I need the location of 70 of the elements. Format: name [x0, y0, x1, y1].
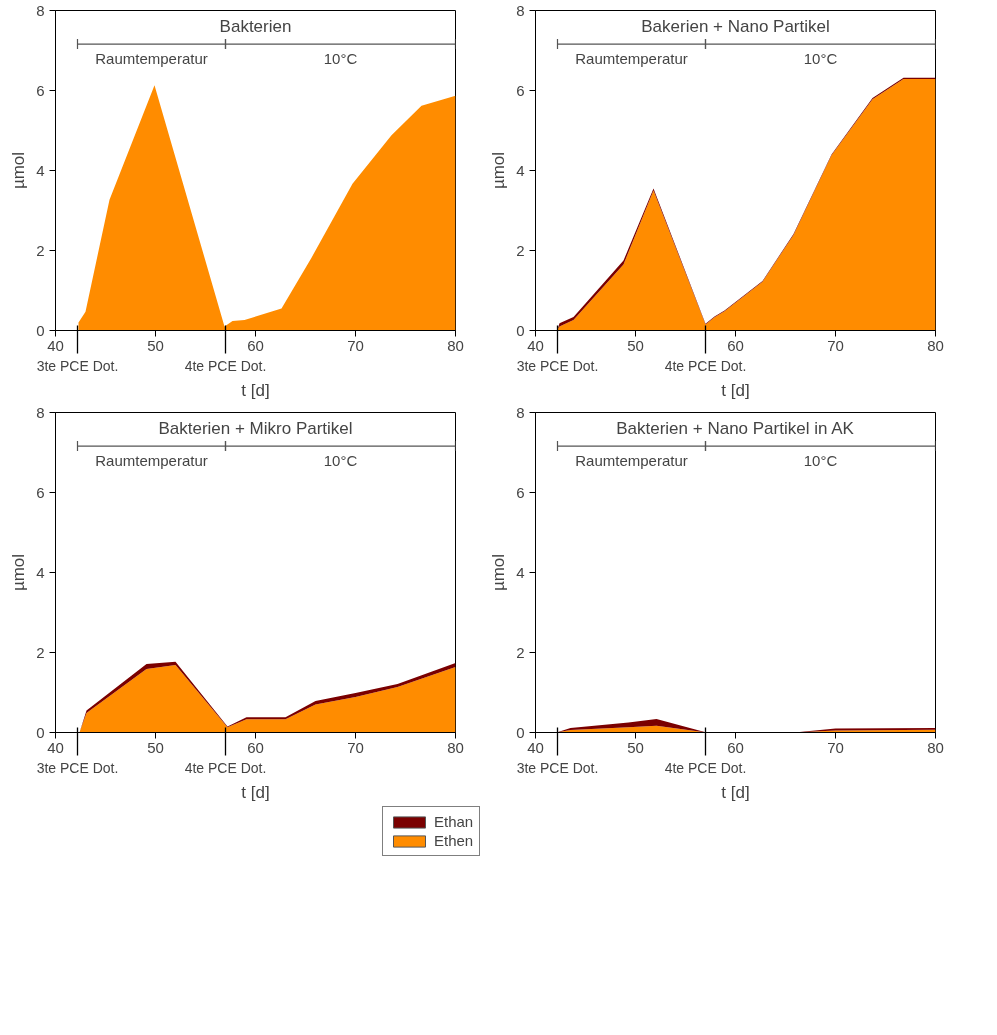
y-tick-label: 4 — [516, 563, 525, 581]
x-tick-label: 70 — [347, 738, 364, 756]
ref-line-label: 4te PCE Dot. — [184, 357, 267, 374]
y-axis-title: µmol — [489, 151, 509, 190]
ref-line-label: 3te PCE Dot. — [516, 759, 599, 776]
annotation: Raumtemperatur — [95, 50, 208, 68]
x-axis-title: t [d] — [721, 782, 750, 802]
x-axis-title: t [d] — [241, 782, 270, 802]
ref-line-label: 3te PCE Dot. — [516, 357, 599, 374]
y-tick-label: 4 — [36, 161, 45, 179]
x-tick-label: 40 — [527, 738, 544, 756]
y-tick-label: 2 — [516, 241, 525, 259]
ref-line-label: 3te PCE Dot. — [36, 357, 119, 374]
x-tick-label: 80 — [447, 336, 464, 354]
y-tick-label: 8 — [36, 403, 45, 421]
x-tick-label: 50 — [147, 336, 164, 354]
y-tick-label: 0 — [516, 723, 525, 741]
x-tick-label: 60 — [727, 336, 744, 354]
x-tick-label: 50 — [627, 336, 644, 354]
annotation: 10°C — [803, 452, 838, 470]
y-tick-label: 0 — [36, 321, 45, 339]
x-axis-title: t [d] — [241, 380, 270, 400]
y-tick-label: 2 — [516, 643, 525, 661]
x-tick-label: 60 — [727, 738, 744, 756]
y-tick-label: 8 — [36, 1, 45, 19]
annotation: 10°C — [323, 50, 358, 68]
x-tick-label: 60 — [247, 738, 264, 756]
annotation: 10°C — [323, 452, 358, 470]
y-tick-label: 4 — [36, 563, 45, 581]
annotation: Raumtemperatur — [575, 452, 688, 470]
y-tick-label: 8 — [516, 1, 525, 19]
ref-line-label: 4te PCE Dot. — [184, 759, 267, 776]
chart-title: Bakterien + Mikro Partikel — [158, 419, 353, 438]
x-tick-label: 40 — [47, 336, 64, 354]
y-axis-title: µmol — [9, 151, 29, 190]
x-tick-label: 80 — [447, 738, 464, 756]
y-tick-label: 4 — [516, 161, 525, 179]
ref-line-label: 3te PCE Dot. — [36, 759, 119, 776]
x-tick-label: 50 — [147, 738, 164, 756]
x-tick-label: 60 — [247, 336, 264, 354]
chart-title: Bakterien — [219, 17, 292, 36]
y-tick-label: 0 — [36, 723, 45, 741]
y-tick-label: 0 — [516, 321, 525, 339]
x-tick-label: 70 — [827, 336, 844, 354]
annotation: Raumtemperatur — [95, 452, 208, 470]
x-tick-label: 80 — [927, 336, 944, 354]
x-axis-title: t [d] — [721, 380, 750, 400]
x-tick-label: 70 — [347, 336, 364, 354]
y-axis-title: µmol — [9, 553, 29, 592]
annotation: 10°C — [803, 50, 838, 68]
y-tick-label: 6 — [36, 483, 45, 501]
ref-line-label: 4te PCE Dot. — [664, 759, 747, 776]
x-tick-label: 80 — [927, 738, 944, 756]
annotation: Raumtemperatur — [575, 50, 688, 68]
legend-label: Ethen — [434, 832, 474, 849]
chart-title: Bakterien + Nano Partikel in AK — [616, 419, 855, 438]
ref-line-label: 4te PCE Dot. — [664, 357, 747, 374]
y-tick-label: 6 — [516, 483, 525, 501]
x-tick-label: 40 — [527, 336, 544, 354]
y-axis-title: µmol — [489, 553, 509, 592]
y-tick-label: 8 — [516, 403, 525, 421]
y-tick-label: 2 — [36, 643, 45, 661]
x-tick-label: 50 — [627, 738, 644, 756]
y-tick-label: 6 — [36, 81, 45, 99]
legend-label: Ethan — [434, 813, 474, 830]
chart-title: Bakerien + Nano Partikel — [641, 17, 830, 36]
x-tick-label: 70 — [827, 738, 844, 756]
y-tick-label: 2 — [36, 241, 45, 259]
x-tick-label: 40 — [47, 738, 64, 756]
y-tick-label: 6 — [516, 81, 525, 99]
